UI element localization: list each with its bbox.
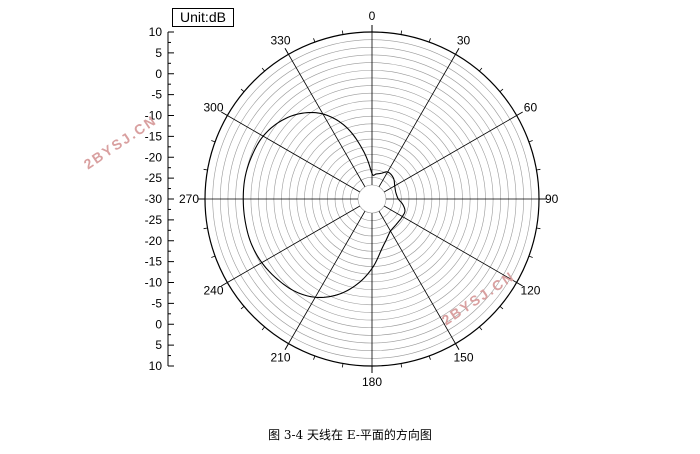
radial-tick-label: 5 (155, 46, 162, 60)
minor-tick-220 (261, 326, 265, 331)
minor-tick-80 (536, 168, 541, 171)
angle-label-120: 120 (520, 284, 540, 298)
angle-label-90: 90 (545, 192, 559, 206)
minor-tick-190 (341, 363, 344, 368)
minor-tick-280 (203, 168, 208, 171)
angle-labels: 0 30 60 90 120 150 180 210 240 270 300 330 (179, 9, 559, 389)
minor-tick-230 (240, 306, 245, 310)
radial-tick-label: 5 (155, 338, 162, 352)
radial-tick-label: -10 (145, 276, 163, 290)
radial-tick-label: -20 (145, 234, 163, 248)
radial-tick-label: -25 (145, 213, 163, 227)
minor-tick-320 (261, 67, 265, 72)
minor-tick-140 (479, 326, 483, 331)
angle-label-240: 240 (204, 284, 224, 298)
minor-tick-250 (211, 255, 216, 258)
radial-tick-label: -15 (145, 129, 163, 143)
angle-label-0: 0 (369, 9, 376, 23)
major-tick-60 (516, 111, 523, 116)
angle-label-150: 150 (453, 350, 473, 364)
radial-tick-label: -10 (145, 109, 163, 123)
radial-tick-label: 0 (155, 317, 162, 331)
minor-tick-70 (528, 140, 533, 143)
angle-label-270: 270 (179, 192, 199, 206)
major-tick-330 (284, 48, 289, 55)
minor-tick-200 (313, 355, 316, 360)
spoke-30 (378, 54, 456, 188)
radial-tick-label: -20 (145, 150, 163, 164)
minor-tick-20 (428, 38, 431, 43)
major-tick-30 (455, 48, 460, 55)
radial-tick-label: 10 (149, 25, 163, 39)
series-line-0 (242, 111, 406, 299)
minor-tick-130 (499, 306, 504, 310)
spoke-210 (288, 210, 366, 344)
spoke-60 (383, 115, 517, 193)
minor-tick-10 (400, 30, 403, 35)
radial-tick-label: -15 (145, 255, 163, 269)
spoke-150 (378, 210, 456, 344)
inner-ring (357, 184, 387, 214)
spoke-240 (227, 205, 361, 283)
unit-label: Unit:dB (172, 8, 234, 27)
angle-label-210: 210 (270, 350, 290, 364)
major-tick-240 (221, 282, 228, 287)
minor-tick-310 (240, 88, 245, 92)
radial-tick-label: 10 (149, 359, 163, 373)
minor-tick-340 (313, 38, 316, 43)
angle-label-330: 330 (270, 34, 290, 48)
figure-caption: 图 3-4 天线在 E-平面的方向图 (268, 428, 432, 442)
spoke-120 (383, 205, 517, 283)
minor-tick-160 (428, 355, 431, 360)
minor-tick-40 (479, 67, 483, 72)
polar-grid (198, 25, 546, 373)
angle-label-60: 60 (524, 101, 538, 115)
major-tick-120 (516, 282, 523, 287)
minor-tick-290 (211, 140, 216, 143)
spoke-330 (288, 54, 366, 188)
minor-tick-100 (536, 227, 541, 230)
minor-tick-50 (499, 88, 504, 92)
minor-tick-260 (203, 227, 208, 230)
major-tick-210 (284, 343, 289, 350)
radial-tick-label: 0 (155, 67, 162, 81)
minor-tick-350 (341, 30, 344, 35)
major-tick-150 (455, 343, 460, 350)
angle-label-180: 180 (362, 375, 382, 389)
radial-tick-label: -5 (151, 296, 162, 310)
radial-tick-label: -30 (145, 192, 163, 206)
series (242, 111, 406, 299)
angle-label-300: 300 (204, 101, 224, 115)
radial-axis: 10 5 0 -5 -10 -15 -20 -25 -30 -25 -20 -15 -10 -5 0 5 10 (145, 25, 174, 373)
radial-tick-label: -25 (145, 171, 163, 185)
spoke-300 (227, 115, 361, 193)
minor-tick-110 (528, 255, 533, 258)
minor-tick-170 (400, 363, 403, 368)
major-tick-300 (221, 111, 228, 116)
angle-label-30: 30 (457, 34, 471, 48)
radial-tick-label: -5 (151, 88, 162, 102)
